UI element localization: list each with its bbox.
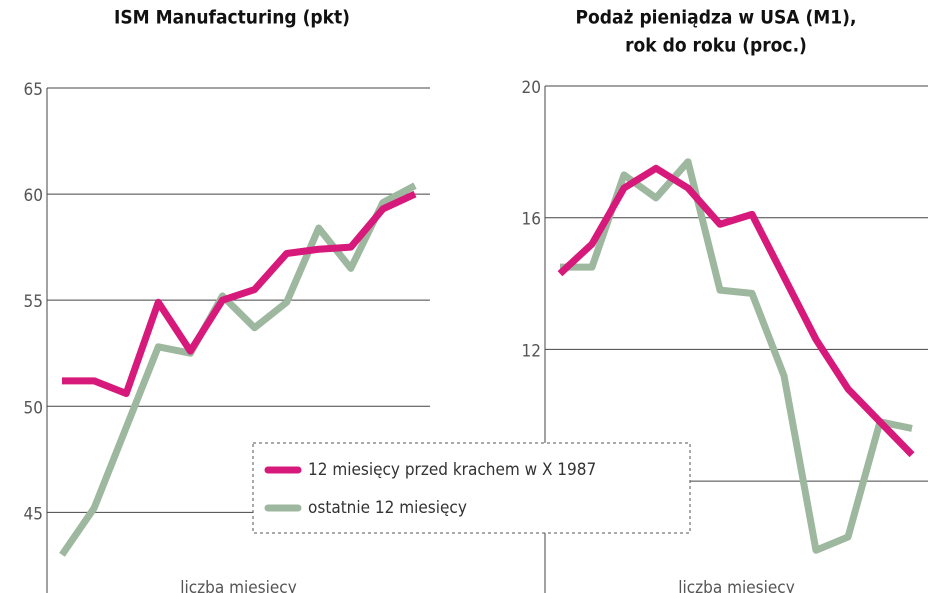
- y-tick-label: 16: [522, 210, 541, 230]
- y-tick-label: 50: [24, 398, 43, 418]
- y-tick-label: 20: [522, 78, 541, 98]
- legend-label: ostatnie 12 miesięcy: [308, 498, 467, 518]
- chart-title: Podaż pieniądza w USA (M1),: [576, 7, 857, 29]
- chart-title: ISM Manufacturing (pkt): [114, 7, 350, 29]
- line-series: [557, 164, 915, 458]
- chart-subtitle: rok do roku (proc.): [625, 35, 807, 57]
- x-axis-label: liczba miesięcy: [678, 578, 795, 593]
- line-series: [560, 158, 913, 554]
- x-axis-label: liczba miesięcy: [180, 578, 297, 593]
- legend-label: 12 miesięcy przed krachem w X 1987: [308, 460, 596, 480]
- line-series: [62, 190, 417, 398]
- line-series: [59, 182, 417, 557]
- y-tick-label: 45: [24, 504, 43, 524]
- legend-box: [252, 442, 691, 534]
- y-tick-label: 65: [24, 80, 43, 100]
- y-tick-label: 12: [522, 341, 541, 361]
- y-tick-label: 60: [24, 186, 43, 206]
- y-tick-label: 55: [24, 292, 43, 312]
